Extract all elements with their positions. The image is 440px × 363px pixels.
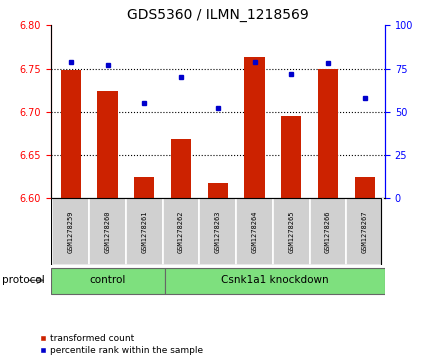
Legend: transformed count, percentile rank within the sample: transformed count, percentile rank withi…	[35, 331, 206, 359]
Text: GSM1278264: GSM1278264	[252, 210, 257, 253]
Bar	[126, 198, 163, 265]
Text: protocol: protocol	[2, 276, 45, 285]
Text: GSM1278259: GSM1278259	[68, 210, 74, 253]
Text: Csnk1a1 knockdown: Csnk1a1 knockdown	[221, 276, 329, 285]
Bar	[171, 139, 191, 198]
Bar	[163, 198, 199, 265]
Bar	[346, 198, 383, 265]
Bar	[310, 198, 346, 265]
Bar	[165, 268, 385, 294]
Bar	[318, 69, 338, 198]
Text: GSM1278265: GSM1278265	[288, 210, 294, 253]
Bar	[97, 91, 117, 198]
Text: control: control	[89, 276, 126, 285]
Bar	[273, 198, 310, 265]
Bar	[51, 268, 165, 294]
Bar	[236, 198, 273, 265]
Text: GSM1278263: GSM1278263	[215, 210, 221, 253]
Title: GDS5360 / ILMN_1218569: GDS5360 / ILMN_1218569	[127, 8, 309, 22]
Text: GSM1278266: GSM1278266	[325, 210, 331, 253]
Bar	[89, 198, 126, 265]
Bar	[52, 198, 89, 265]
Text: GSM1278261: GSM1278261	[141, 210, 147, 253]
Text: GSM1278267: GSM1278267	[362, 210, 368, 253]
Bar	[61, 70, 81, 198]
Text: GSM1278260: GSM1278260	[105, 210, 110, 253]
Bar	[281, 116, 301, 198]
Bar	[134, 177, 154, 198]
Bar	[245, 57, 264, 198]
Bar	[355, 177, 375, 198]
Text: GSM1278262: GSM1278262	[178, 210, 184, 253]
Bar	[208, 183, 228, 198]
Bar	[199, 198, 236, 265]
